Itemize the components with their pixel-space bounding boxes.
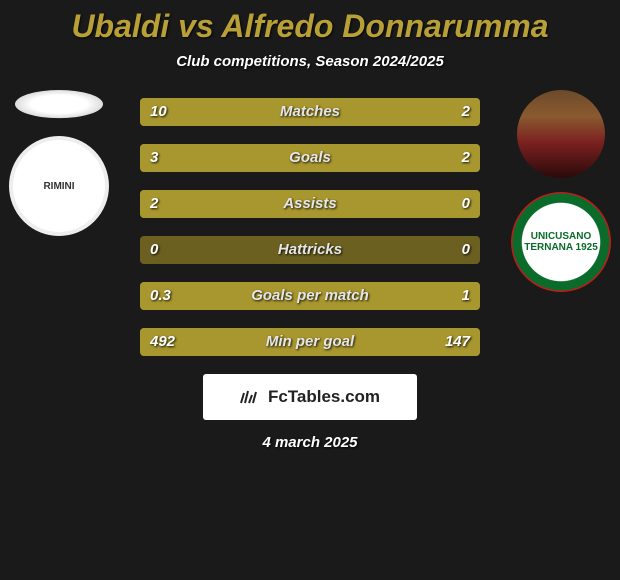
stat-label: Goals (140, 144, 480, 172)
stat-row: 0Hattricks0 (140, 236, 480, 264)
player-left-club-logo: RIMINI (9, 136, 109, 236)
stat-label: Hattricks (140, 236, 480, 264)
stat-value-right: 147 (445, 328, 470, 356)
page-title: Ubaldi vs Alfredo Donnarumma (0, 0, 620, 45)
brand-text: FcTables.com (268, 387, 380, 407)
stat-value-right: 1 (462, 282, 470, 310)
brand-ticks-icon (240, 389, 262, 405)
player-left-column: RIMINI (4, 90, 114, 236)
stat-label: Assists (140, 190, 480, 218)
stat-label: Matches (140, 98, 480, 126)
stat-label: Min per goal (140, 328, 480, 356)
brand-badge: FcTables.com (203, 374, 417, 420)
player-left-club-text: RIMINI (43, 181, 74, 192)
date-text: 4 march 2025 (0, 434, 620, 451)
stat-row: 10Matches2 (140, 98, 480, 126)
stat-label: Goals per match (140, 282, 480, 310)
subtitle: Club competitions, Season 2024/2025 (0, 53, 620, 70)
stat-row: 0.3Goals per match1 (140, 282, 480, 310)
stat-value-right: 2 (462, 144, 470, 172)
stat-value-right: 0 (462, 236, 470, 264)
stat-value-right: 2 (462, 98, 470, 126)
stat-row: 2Assists0 (140, 190, 480, 218)
player-right-club-logo: UNICUSANO TERNANA 1925 (511, 192, 611, 292)
player-left-avatar (15, 90, 103, 118)
player-right-club-text: UNICUSANO TERNANA 1925 (511, 231, 611, 253)
comparison-content: RIMINI UNICUSANO TERNANA 1925 10Matches2… (0, 90, 620, 451)
player-right-avatar (517, 90, 605, 178)
player-right-column: UNICUSANO TERNANA 1925 (506, 90, 616, 292)
stat-row: 492Min per goal147 (140, 328, 480, 356)
stat-row: 3Goals2 (140, 144, 480, 172)
stats-container: 10Matches23Goals22Assists00Hattricks00.3… (140, 90, 480, 356)
stat-value-right: 0 (462, 190, 470, 218)
